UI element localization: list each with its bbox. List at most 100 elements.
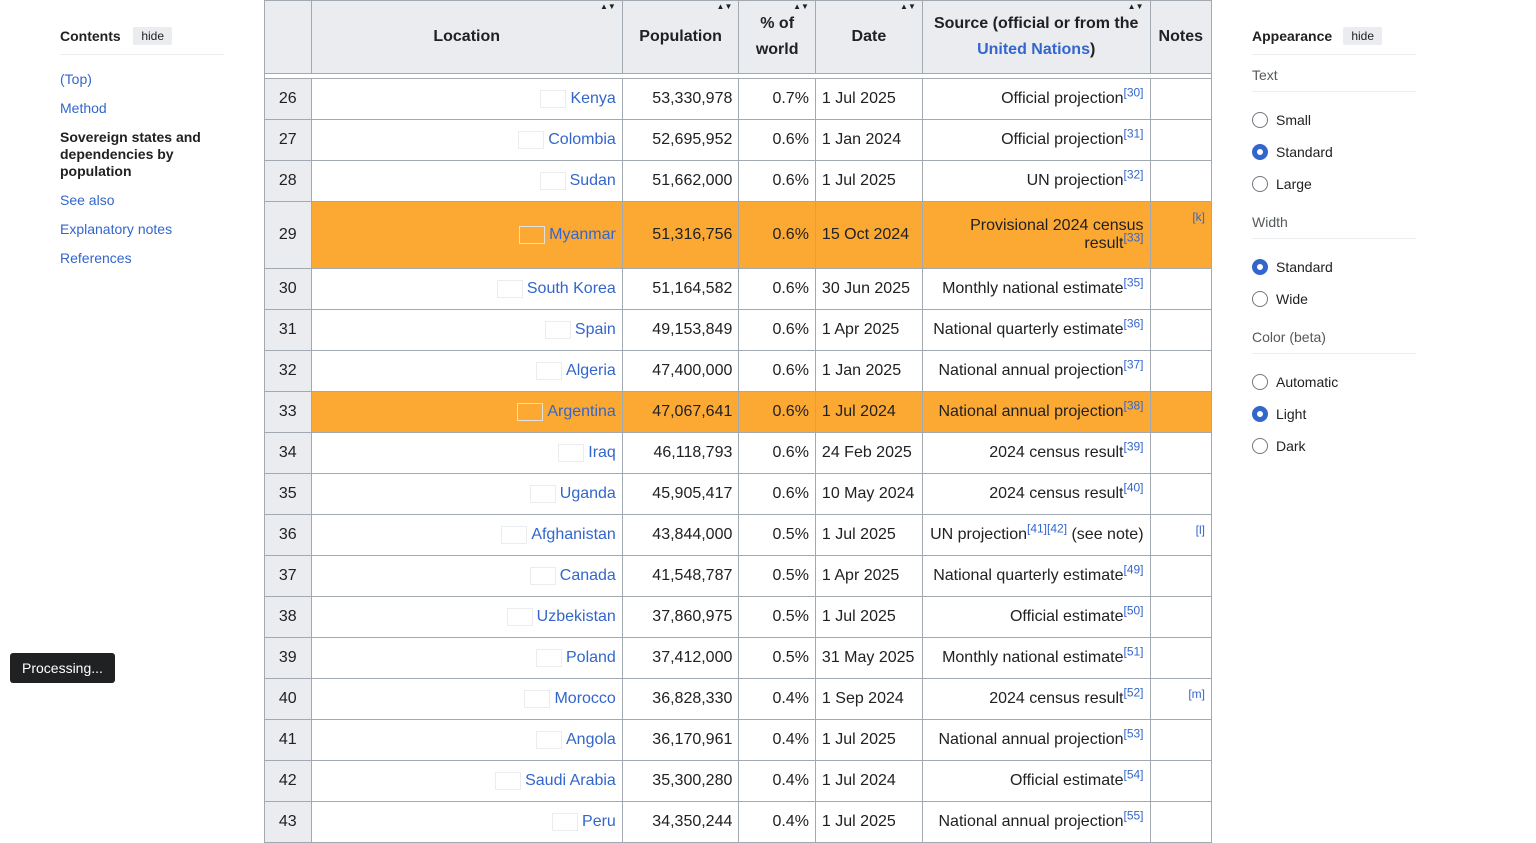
- reference-link[interactable]: [39]: [1123, 439, 1144, 454]
- population-cell: 49,153,849: [621, 309, 740, 351]
- radio-icon[interactable]: [1252, 144, 1268, 160]
- sort-icon[interactable]: ▲▼: [599, 2, 616, 11]
- date-header[interactable]: Date ▲▼: [814, 0, 923, 74]
- reference-link[interactable]: [37]: [1123, 357, 1144, 372]
- population-table: Location ▲▼ Population ▲▼ % of world ▲▼ …: [264, 0, 1213, 843]
- location-cell: Sudan: [310, 160, 623, 202]
- reference-link[interactable]: [32]: [1123, 167, 1144, 182]
- reference-link[interactable]: [40]: [1123, 480, 1144, 495]
- pct-header[interactable]: % of world ▲▼: [738, 0, 816, 74]
- date-cell: 1 Jan 2024: [814, 119, 923, 161]
- reference-link[interactable]: [36]: [1123, 316, 1144, 331]
- reference-link[interactable]: [35]: [1123, 275, 1144, 290]
- location-cell: Iraq: [310, 432, 623, 474]
- reference-link[interactable]: [33]: [1123, 230, 1144, 245]
- radio-icon[interactable]: [1252, 291, 1268, 307]
- reference-link[interactable]: [51]: [1123, 644, 1144, 659]
- color-option[interactable]: Dark: [1252, 430, 1416, 462]
- source-cell: National quarterly estimate[49]: [921, 555, 1151, 597]
- note-link[interactable]: [m]: [1188, 687, 1205, 701]
- country-link[interactable]: Poland: [566, 649, 616, 667]
- sort-icon[interactable]: ▲▼: [1127, 2, 1144, 11]
- processing-toast: Processing...: [10, 653, 115, 683]
- reference-link[interactable]: [41][42]: [1027, 521, 1068, 536]
- notes-cell: [1149, 160, 1213, 202]
- width-option[interactable]: Wide: [1252, 283, 1416, 315]
- date-cell: 31 May 2025: [814, 637, 923, 679]
- reference-link[interactable]: [49]: [1123, 562, 1144, 577]
- sort-icon[interactable]: ▲▼: [900, 2, 916, 11]
- sort-icon[interactable]: ▲▼: [793, 2, 809, 11]
- toc-item[interactable]: Sovereign states and dependencies by pop…: [60, 129, 201, 179]
- text-option[interactable]: Large: [1252, 168, 1416, 200]
- country-link[interactable]: Myanmar: [549, 226, 616, 244]
- country-link[interactable]: Peru: [582, 813, 616, 831]
- location-header[interactable]: Location ▲▼: [310, 0, 623, 74]
- country-link[interactable]: Uganda: [559, 485, 616, 503]
- table-row: 34 Iraq 46,118,793 0.6% 24 Feb 2025 2024 cens…: [264, 432, 1213, 474]
- united-nations-link[interactable]: United Nations: [977, 41, 1090, 58]
- population-cell: 37,860,975: [621, 596, 740, 638]
- radio-icon[interactable]: [1252, 406, 1268, 422]
- toc-item[interactable]: References: [60, 250, 132, 266]
- country-link[interactable]: Spain: [574, 321, 616, 339]
- text-option[interactable]: Standard: [1252, 136, 1416, 168]
- country-link[interactable]: Afghanistan: [531, 526, 616, 544]
- reference-link[interactable]: [31]: [1123, 126, 1144, 141]
- country-link[interactable]: Morocco: [554, 690, 616, 708]
- radio-icon[interactable]: [1252, 259, 1268, 275]
- color-option[interactable]: Automatic: [1252, 366, 1416, 398]
- country-link[interactable]: Argentina: [547, 403, 616, 421]
- country-link[interactable]: Uzbekistan: [536, 608, 616, 626]
- percent-cell: 0.6%: [738, 268, 816, 310]
- text-group-label: Text: [1252, 67, 1416, 92]
- radio-icon[interactable]: [1252, 176, 1268, 192]
- country-link[interactable]: Algeria: [566, 362, 616, 380]
- appearance-hide-button[interactable]: hide: [1343, 27, 1382, 45]
- country-link[interactable]: Colombia: [548, 131, 616, 149]
- radio-icon[interactable]: [1252, 438, 1268, 454]
- note-link[interactable]: [k]: [1192, 210, 1205, 224]
- country-link[interactable]: Iraq: [588, 444, 616, 462]
- source-cell: National annual projection[55]: [921, 801, 1151, 843]
- toc-item[interactable]: See also: [60, 192, 115, 208]
- source-text: National annual projection: [938, 403, 1124, 420]
- country-link[interactable]: Canada: [559, 567, 616, 585]
- reference-link[interactable]: [54]: [1123, 767, 1144, 782]
- toc-item[interactable]: (Top): [60, 71, 92, 87]
- radio-icon[interactable]: [1252, 374, 1268, 390]
- table-row: 42 Saudi Arabia 35,300,280 0.4% 1 Jul 2024 Of…: [264, 760, 1213, 802]
- source-cell: Official estimate[54]: [921, 760, 1151, 802]
- country-link[interactable]: South Korea: [526, 280, 616, 298]
- country-link[interactable]: Sudan: [569, 172, 616, 190]
- width-option[interactable]: Standard: [1252, 251, 1416, 283]
- source-header[interactable]: Source (official or from the United Nati…: [921, 0, 1151, 74]
- location-cell: Algeria: [310, 350, 623, 392]
- source-text: Official estimate: [1009, 608, 1124, 625]
- reference-link[interactable]: [53]: [1123, 726, 1144, 741]
- toc-item[interactable]: Method: [60, 100, 107, 116]
- reference-link[interactable]: [52]: [1123, 685, 1144, 700]
- reference-link[interactable]: [50]: [1123, 603, 1144, 618]
- location-cell: Argentina: [310, 391, 623, 433]
- reference-link[interactable]: [38]: [1123, 398, 1144, 413]
- color-option[interactable]: Light: [1252, 398, 1416, 430]
- population-header[interactable]: Population ▲▼: [621, 0, 740, 74]
- text-option[interactable]: Small: [1252, 104, 1416, 136]
- table-row: 38 Uzbekistan 37,860,975 0.5% 1 Jul 2025 Offi…: [264, 596, 1213, 638]
- toc-item[interactable]: Explanatory notes: [60, 221, 173, 237]
- appearance-title: Appearance: [1252, 28, 1333, 44]
- country-link[interactable]: Kenya: [570, 90, 616, 108]
- notes-cell: [1149, 596, 1213, 638]
- note-link[interactable]: [l]: [1195, 523, 1205, 537]
- reference-link[interactable]: [30]: [1123, 85, 1144, 100]
- country-link[interactable]: Saudi Arabia: [525, 772, 616, 790]
- date-cell: 1 Jul 2025: [814, 78, 923, 120]
- toc-hide-button[interactable]: hide: [133, 27, 172, 45]
- radio-icon[interactable]: [1252, 112, 1268, 128]
- sort-icon[interactable]: ▲▼: [716, 2, 733, 11]
- notes-cell: [1149, 432, 1213, 474]
- country-link[interactable]: Angola: [566, 731, 616, 749]
- reference-link[interactable]: [55]: [1123, 808, 1144, 823]
- source-cell: Monthly national estimate[35]: [921, 268, 1151, 310]
